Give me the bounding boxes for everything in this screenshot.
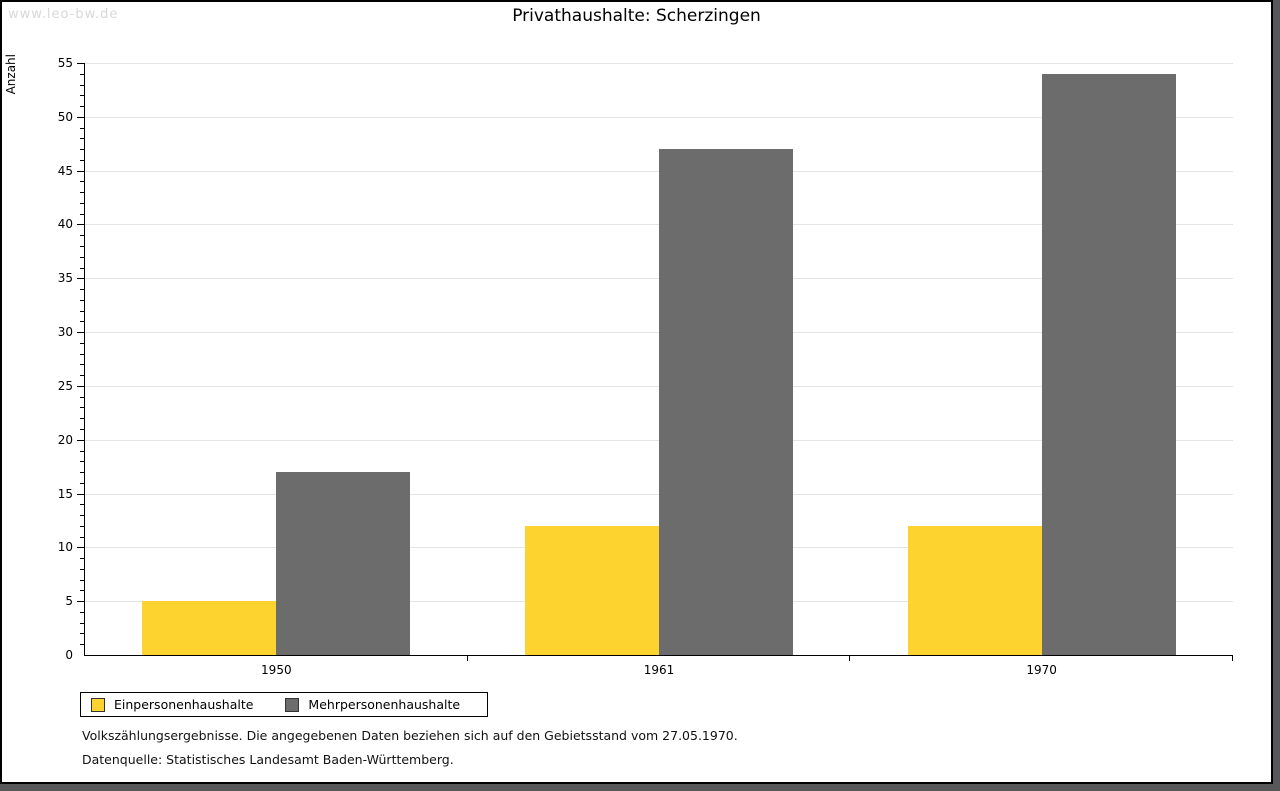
y-axis-minor-tick bbox=[80, 364, 84, 366]
y-axis-major-tick bbox=[77, 170, 84, 172]
legend-label-einpersonenhaushalte: Einpersonenhaushalte bbox=[114, 697, 254, 712]
y-axis-minor-tick bbox=[80, 245, 84, 247]
y-axis-minor-tick bbox=[80, 149, 84, 151]
y-axis-minor-tick bbox=[80, 504, 84, 506]
y-axis-minor-tick bbox=[80, 568, 84, 570]
plot-area: 0 5 10 15 20 25 30 35 40 45 50 55 1950 1961 1970 bbox=[58, 56, 1233, 677]
y-axis-tick-label: 25 bbox=[57, 378, 73, 393]
x-axis-tick bbox=[849, 656, 851, 661]
y-axis-minor-tick bbox=[80, 127, 84, 129]
y-axis-tick-label: 20 bbox=[57, 432, 73, 447]
y-axis-tick-label: 55 bbox=[57, 56, 73, 70]
y-axis-tick-label: 35 bbox=[57, 271, 73, 286]
y-axis-tick-label: 45 bbox=[57, 163, 73, 178]
y-axis-minor-tick bbox=[80, 461, 84, 463]
bar-einpersonenhaushalte-1970 bbox=[907, 525, 1042, 655]
footnote-data-source: Datenquelle: Statistisches Landesamt Bad… bbox=[82, 752, 454, 767]
y-axis-major-tick bbox=[77, 439, 84, 441]
y-axis-minor-tick bbox=[80, 289, 84, 291]
y-axis-minor-tick bbox=[80, 418, 84, 420]
y-axis-major-tick bbox=[77, 224, 84, 226]
y-axis-minor-tick bbox=[80, 95, 84, 97]
y-axis-minor-tick bbox=[80, 472, 84, 474]
y-axis-minor-tick bbox=[80, 450, 84, 452]
y-axis-major-tick bbox=[77, 63, 84, 64]
y-axis-minor-tick bbox=[80, 558, 84, 560]
y-axis-minor-tick bbox=[80, 310, 84, 312]
y-axis-tick-label: 50 bbox=[57, 109, 73, 124]
watermark-text: www.leo-bw.de bbox=[8, 7, 119, 22]
legend: Einpersonenhaushalte Mehrpersonenhaushal… bbox=[80, 692, 488, 717]
y-axis-tick-label: 5 bbox=[65, 594, 73, 609]
bar-einpersonenhaushalte-1950 bbox=[142, 601, 277, 655]
legend-swatch-einpersonenhaushalte bbox=[91, 697, 105, 712]
x-axis-tick bbox=[1232, 656, 1233, 661]
y-axis-minor-tick bbox=[80, 428, 84, 430]
y-axis-minor-tick bbox=[80, 396, 84, 398]
y-axis-major-tick bbox=[77, 332, 84, 334]
y-axis-minor-tick bbox=[80, 590, 84, 592]
y-axis-minor-tick bbox=[80, 213, 84, 215]
y-axis-minor-tick bbox=[80, 407, 84, 409]
y-axis-minor-tick bbox=[80, 622, 84, 624]
x-axis-tick-label: 1961 bbox=[643, 663, 675, 677]
x-axis-tick-label: 1970 bbox=[1026, 663, 1057, 677]
y-axis-minor-tick bbox=[80, 525, 84, 527]
chart-title: Privathaushalte: Scherzingen bbox=[512, 6, 761, 26]
y-axis-minor-tick bbox=[80, 192, 84, 194]
y-axis-minor-tick bbox=[80, 644, 84, 646]
y-axis-major-tick bbox=[77, 116, 84, 118]
y-axis-major-tick bbox=[77, 547, 84, 549]
y-axis-minor-tick bbox=[80, 579, 84, 581]
legend-swatch-mehrpersonenhaushalte bbox=[285, 697, 300, 712]
bar-mehrpersonenhaushalte-1950 bbox=[276, 472, 411, 655]
y-axis-tick-label: 40 bbox=[57, 217, 73, 232]
y-axis-minor-tick bbox=[80, 267, 84, 269]
y-axis-minor-tick bbox=[80, 611, 84, 613]
y-axis-minor-tick bbox=[80, 84, 84, 86]
y-axis-major-tick bbox=[77, 278, 84, 280]
y-axis-minor-tick bbox=[80, 73, 84, 75]
y-axis-tick-label: 15 bbox=[57, 486, 73, 501]
y-axis-minor-tick bbox=[80, 235, 84, 237]
y-axis-minor-tick bbox=[80, 482, 84, 484]
x-axis-tick bbox=[466, 656, 468, 661]
y-axis-minor-tick bbox=[80, 256, 84, 258]
footnote-source-note: Volkszählungsergebnisse. Die angegebenen… bbox=[82, 728, 738, 743]
y-axis-major-tick bbox=[77, 493, 84, 495]
y-axis-minor-tick bbox=[80, 536, 84, 538]
x-axis-tick-label: 1950 bbox=[261, 663, 292, 677]
bar-mehrpersonenhaushalte-1970 bbox=[1041, 73, 1176, 655]
y-axis-minor-tick bbox=[80, 633, 84, 635]
y-axis-minor-tick bbox=[80, 138, 84, 140]
y-axis-major-tick bbox=[77, 385, 84, 387]
legend-label-mehrpersonenhaushalte: Mehrpersonenhaushalte bbox=[308, 697, 461, 712]
y-axis-tick-label: 0 bbox=[65, 648, 73, 662]
y-axis-minor-tick bbox=[80, 299, 84, 301]
y-axis-minor-tick bbox=[80, 202, 84, 204]
y-axis-minor-tick bbox=[80, 342, 84, 344]
y-axis-minor-tick bbox=[80, 353, 84, 355]
y-axis-minor-tick bbox=[80, 515, 84, 517]
y-axis-minor-tick bbox=[80, 181, 84, 183]
gridline bbox=[85, 116, 1233, 118]
y-axis-tick-label: 10 bbox=[57, 540, 73, 555]
y-axis-minor-tick bbox=[80, 106, 84, 108]
bar-einpersonenhaushalte-1961 bbox=[525, 525, 659, 655]
y-axis-tick-label: 30 bbox=[57, 325, 73, 340]
y-axis-major-tick bbox=[77, 601, 84, 603]
y-axis-minor-tick bbox=[80, 375, 84, 377]
bar-mehrpersonenhaushalte-1961 bbox=[659, 149, 793, 655]
y-axis-label: Anzahl bbox=[4, 54, 18, 95]
y-axis-minor-tick bbox=[80, 321, 84, 323]
gridline bbox=[85, 63, 1233, 64]
y-axis-minor-tick bbox=[80, 159, 84, 161]
